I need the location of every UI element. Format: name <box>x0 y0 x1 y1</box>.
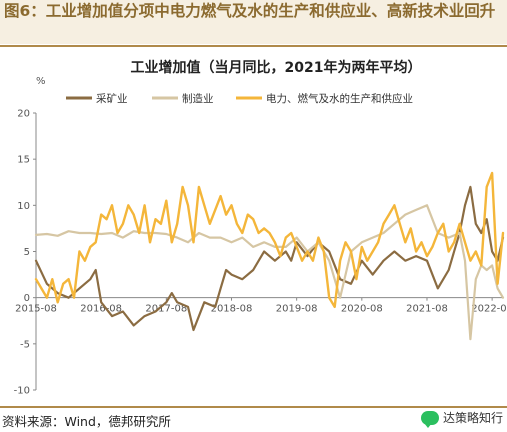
footer-rule <box>0 406 507 408</box>
y-axis: -10 -5 0 5 10 15 20 <box>14 109 37 397</box>
y-tick-label: -5 <box>20 339 30 350</box>
series-line-utilities <box>34 171 505 309</box>
wechat-icon <box>420 410 439 428</box>
x-tick-label: 2020-08 <box>341 304 383 315</box>
x-tick-label: 2017-08 <box>145 304 187 315</box>
legend-label-utilities: 电力、燃气及水的生产和供应业 <box>266 92 413 105</box>
y-tick-label: 15 <box>17 155 30 166</box>
y-axis-label: % <box>36 76 46 87</box>
chart-title: 工业增加值（当月同比，2021年为两年平均） <box>131 59 422 76</box>
series-group <box>34 171 505 341</box>
y-tick-label: 20 <box>17 109 30 120</box>
x-tick-label: 2016-08 <box>80 304 122 315</box>
brand-name: 达策略知行 <box>442 411 503 425</box>
x-axis: 2015-08 2016-08 2017-08 2018-08 2019-08 2020-… <box>15 297 507 315</box>
series-line-manufacturing <box>34 204 505 341</box>
brand-badge: 达策略知行 <box>420 409 503 428</box>
x-tick-label: 2015-08 <box>15 304 57 315</box>
y-tick-label: 5 <box>24 247 30 258</box>
x-tick-label: 2021-08 <box>406 304 448 315</box>
legend-label-manufacturing: 制造业 <box>182 92 214 105</box>
x-tick-label: 2019-08 <box>276 304 318 315</box>
x-tick-label: 2022-08 <box>471 304 507 315</box>
header-rule <box>0 45 507 47</box>
source-note: 资料来源：Wind，德邦研究所 <box>2 414 171 429</box>
y-tick-label: 10 <box>17 201 30 212</box>
y-tick-label: -10 <box>14 386 30 397</box>
figure-title: 图6：工业增加值分项中电力燃气及水的生产和供应业、高新技术业回升 <box>0 0 507 44</box>
line-chart: 工业增加值（当月同比，2021年为两年平均） % 采矿业 制造业 电力、燃气及水… <box>14 59 507 397</box>
x-tick-label: 2018-08 <box>211 304 253 315</box>
y-tick-label: 0 <box>24 293 30 304</box>
legend: 采矿业 制造业 电力、燃气及水的生产和供应业 <box>66 92 413 105</box>
legend-label-mining: 采矿业 <box>96 92 128 105</box>
